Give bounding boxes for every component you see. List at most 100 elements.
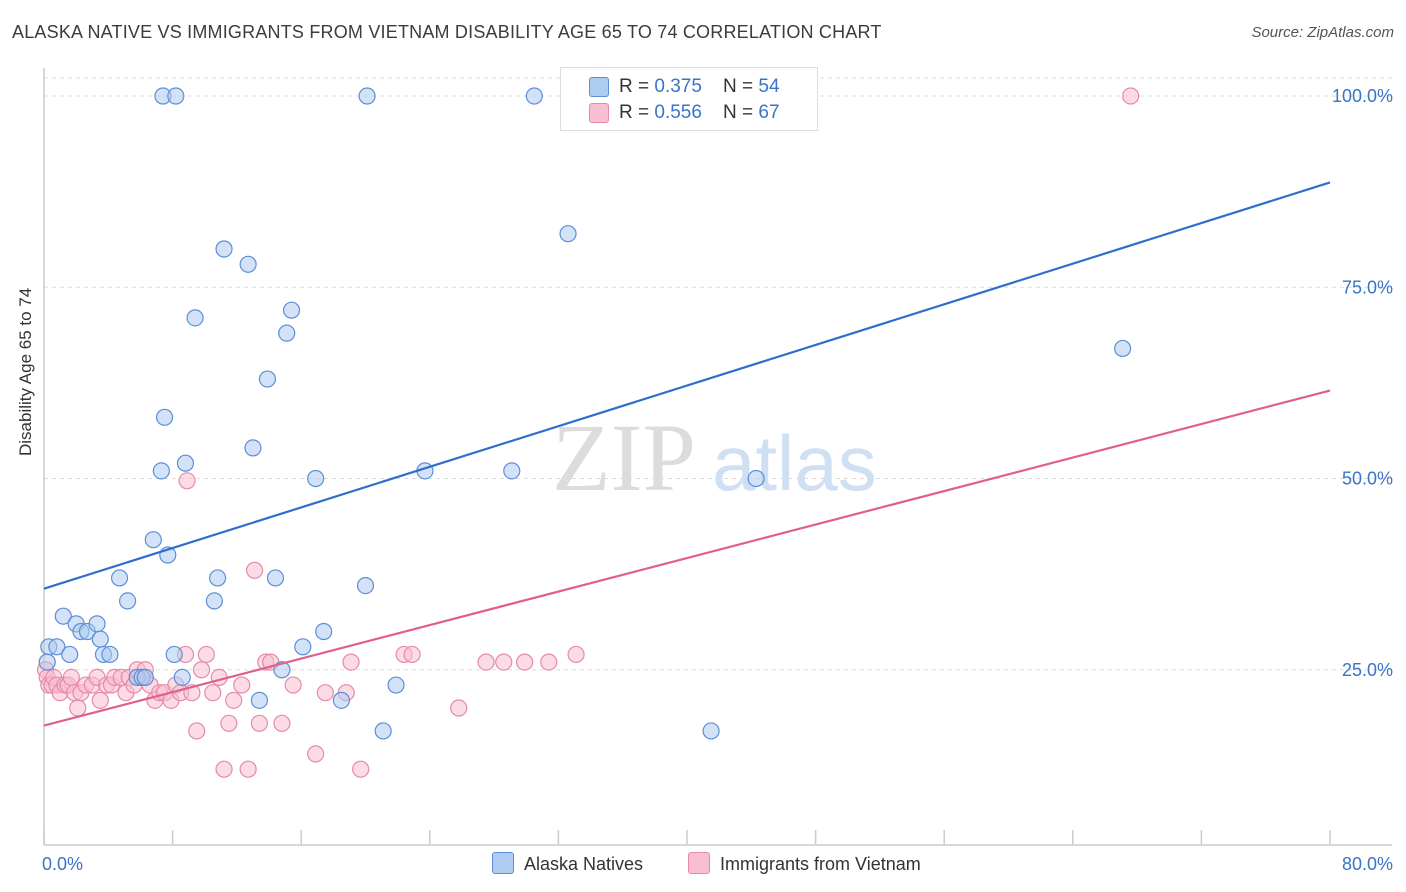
y-axis-label: Disability Age 65 to 74 xyxy=(16,287,35,456)
legend-n-value: 67 xyxy=(758,102,780,123)
alaska-point xyxy=(48,638,66,656)
legend-swatch-alaska xyxy=(589,77,609,97)
bottom-legend-label-alaska: Alaska Natives xyxy=(524,854,644,874)
alaska-point xyxy=(54,607,72,625)
vietnam-series xyxy=(37,87,1140,778)
alaska-point xyxy=(1114,339,1132,358)
legend-r-label: R = xyxy=(619,102,655,123)
legend-r-value: 0.375 xyxy=(654,76,702,97)
bottom-legend-swatch-vietnam xyxy=(688,852,710,874)
alaska-point xyxy=(525,87,543,105)
chart-title: ALASKA NATIVE VS IMMIGRANTS FROM VIETNAM… xyxy=(12,22,882,42)
alaska-point xyxy=(136,668,154,687)
watermark: ZIP atlas xyxy=(552,404,877,511)
legend-n-label: N = xyxy=(723,102,759,123)
vietnam-point xyxy=(250,714,269,732)
alaska-point xyxy=(374,722,392,740)
alaska-point xyxy=(110,569,129,587)
alaska-point xyxy=(176,454,195,472)
bottom-legend-alaska: Alaska Natives xyxy=(492,852,643,876)
vietnam-point xyxy=(516,653,534,671)
vietnam-point xyxy=(178,472,196,490)
alaska-point xyxy=(244,439,262,457)
vietnam-point xyxy=(284,676,302,694)
vietnam-point xyxy=(1122,87,1140,105)
alaska-point xyxy=(250,691,269,709)
vietnam-point xyxy=(225,691,243,709)
alaska-point xyxy=(101,645,119,664)
bottom-legend-vietnam: Immigrants from Vietnam xyxy=(688,852,921,876)
alaska-point xyxy=(173,668,191,687)
alaska-point xyxy=(387,676,405,694)
vietnam-point xyxy=(197,645,215,664)
trend-lines xyxy=(43,181,1331,727)
vietnam-point xyxy=(204,684,222,702)
alaska-point xyxy=(282,301,301,319)
alaska-point xyxy=(152,462,170,480)
alaska-point xyxy=(332,691,350,709)
alaska-point xyxy=(358,87,376,105)
alaska-point xyxy=(118,592,137,610)
alaska-point xyxy=(144,531,162,549)
axes xyxy=(43,68,1392,846)
alaska-point xyxy=(503,462,521,480)
alaska-point xyxy=(294,638,312,656)
vietnam-point xyxy=(233,676,251,694)
alaska-point xyxy=(702,722,720,740)
legend-r-label: R = xyxy=(619,76,655,97)
legend-r-value: 0.556 xyxy=(654,102,702,123)
legend: R = 0.375 N = 54 R = 0.556 N = 67 xyxy=(560,67,818,131)
alaska-point xyxy=(278,324,296,342)
vietnam-point xyxy=(239,760,257,778)
legend-swatch-vietnam xyxy=(589,103,609,123)
watermark-atlas: atlas xyxy=(712,419,877,507)
vietnam-point xyxy=(69,699,87,717)
alaska-point xyxy=(165,645,183,664)
legend-n-value: 54 xyxy=(758,76,780,97)
alaska-point xyxy=(307,469,325,488)
y-tick-label: 25.0% xyxy=(1342,660,1393,680)
tick-labels: 25.0% 50.0% 75.0% 100.0% 0.0% 80.0% xyxy=(42,86,1393,874)
x-tick-label: 80.0% xyxy=(1342,854,1393,874)
legend-n-label: N = xyxy=(723,76,759,97)
bottom-legend-label-vietnam: Immigrants from Vietnam xyxy=(720,854,921,874)
alaska-point xyxy=(155,408,174,426)
alaska-point xyxy=(266,569,285,587)
y-tick-label: 75.0% xyxy=(1342,277,1393,297)
vietnam-point xyxy=(316,684,334,702)
alaska-point xyxy=(215,240,233,258)
watermark-zip: ZIP xyxy=(552,404,696,511)
vietnam-point xyxy=(188,722,206,740)
alaska-series xyxy=(38,87,1132,740)
x-tick-label: 0.0% xyxy=(42,854,83,874)
grid-lines xyxy=(44,77,1392,671)
alaska-point xyxy=(91,630,109,648)
vietnam-point xyxy=(403,645,421,664)
vietnam-point xyxy=(192,661,211,679)
vietnam-point xyxy=(307,745,325,763)
alaska-point xyxy=(205,592,223,610)
alaska-point xyxy=(239,255,257,273)
source-label: Source: ZipAtlas.com xyxy=(1251,24,1394,41)
vietnam-point xyxy=(91,691,109,709)
alaska-point xyxy=(61,645,79,664)
y-tick-label: 100.0% xyxy=(1332,86,1393,106)
alaska-point xyxy=(747,469,765,488)
y-tick-label: 50.0% xyxy=(1342,469,1393,489)
bottom-legend-swatch-alaska xyxy=(492,852,514,874)
vietnam-point xyxy=(450,699,468,717)
vietnam-point xyxy=(540,653,558,671)
vietnam-point xyxy=(220,714,238,732)
alaska-point xyxy=(559,225,577,243)
alaska-point xyxy=(209,569,227,587)
vietnam-point xyxy=(62,668,80,687)
vietnam-point xyxy=(567,645,585,664)
vietnam-point xyxy=(477,653,495,671)
vietnam-trend-line xyxy=(43,389,1331,727)
alaska-point xyxy=(315,622,333,641)
alaska-point xyxy=(38,653,56,671)
alaska-point xyxy=(258,370,277,388)
vietnam-point xyxy=(245,561,264,579)
alaska-point xyxy=(167,87,185,105)
